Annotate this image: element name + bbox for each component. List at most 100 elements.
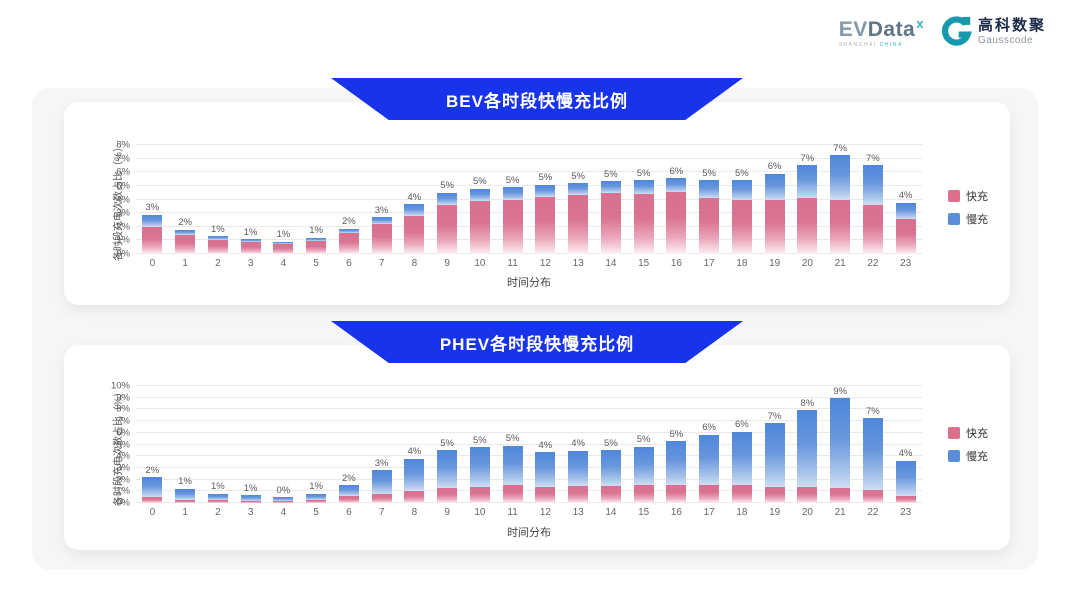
bar-value-label: 3% <box>374 204 389 216</box>
bar-value-label: 7% <box>866 405 880 417</box>
slow-charge-label: 慢充 <box>966 451 988 463</box>
stacked-bar <box>142 477 163 503</box>
bar-group: 5% <box>660 386 693 503</box>
bar-value-label: 5% <box>669 428 684 440</box>
x-ticks: 0 1 2 3 4 5 6 7 8 9 10 11 12 13 14 15 16 17 18 19 20 21 22 23 <box>136 258 922 269</box>
bar-group: 1% <box>202 145 235 254</box>
x-tick-label: 19 <box>769 258 781 269</box>
slow-charge-segment <box>731 180 752 200</box>
fast-charge-segment <box>797 487 818 503</box>
fast-charge-segment <box>568 195 589 254</box>
y-tick-label: 4% <box>116 194 130 205</box>
gridline <box>136 455 922 457</box>
x-tick-label: 10 <box>474 258 486 269</box>
bar-value-label: 1% <box>276 229 291 241</box>
bar-value-label: 6% <box>669 165 684 177</box>
plot: 0% 1% 2% 3% 4% 5% 6% 7% 8% 3% 2% 1% 1% 1% 1% 2% 3% 4% 5% 5… <box>116 140 922 260</box>
fast-charge-segment <box>731 485 752 503</box>
stacked-bar <box>535 452 556 503</box>
fast-charge-segment <box>502 199 523 254</box>
bar-value-label: 7% <box>833 142 847 154</box>
bar-value-label: 2% <box>342 472 356 484</box>
fast-charge-segment <box>502 485 523 503</box>
bar-group: 2% <box>136 386 169 503</box>
stacked-bar <box>273 497 294 503</box>
stacked-bar <box>306 237 327 254</box>
bar-group: 3% <box>365 145 398 254</box>
phev-chart-title: PHEV各时段快慢充比例 <box>439 334 635 354</box>
bar-value-label: 1% <box>309 481 323 493</box>
y-tick-label: 7% <box>116 415 130 427</box>
stacked-bar <box>306 493 327 503</box>
bar-group: 5% <box>496 386 529 503</box>
gridline <box>136 225 922 227</box>
x-ticks: 0 1 2 3 4 5 6 7 8 9 10 11 12 13 14 15 16 17 18 19 20 21 22 23 <box>136 507 922 518</box>
y-tick-label: 5% <box>116 180 130 192</box>
y-tick-label: 9% <box>116 392 130 404</box>
legend-item-slow: 慢充 <box>948 211 988 227</box>
slow-charge-segment <box>371 470 392 494</box>
x-tick-label: 20 <box>801 507 813 518</box>
stacked-bar <box>142 214 163 254</box>
y-tick-label: 3% <box>116 207 130 219</box>
slow-charge-segment <box>600 450 621 487</box>
bars: 2% 1% 1% 1% 0% 1% 2% 3% 4% 5% 5% 5% 4% 4% 5% 5% 5% 6% 6% 7%… <box>136 386 922 503</box>
bars: 3% 2% 1% 1% 1% 1% 2% 3% 4% 5% 5% 5% 5% 5% 5% 5% 6% 5% 5% 6%… <box>136 142 922 254</box>
bar-group: 4% <box>562 386 595 503</box>
x-tick-label: 5 <box>313 507 319 518</box>
x-tick-label: 2 <box>215 258 221 269</box>
bar-value-label: 2% <box>342 216 356 228</box>
evdata-sub-left: SHANGHAI <box>838 41 877 48</box>
gridline <box>136 396 922 398</box>
gridline <box>136 490 922 492</box>
y-tick-label: 2% <box>116 221 130 233</box>
slow-charge-segment <box>633 446 654 485</box>
x-tick-label: 23 <box>900 258 912 269</box>
bar-value-label: 2% <box>145 464 160 476</box>
y-tick-label: 2% <box>116 474 130 486</box>
evdata-wordmark: EVDatax <box>839 17 924 40</box>
slow-charge-segment <box>404 204 425 216</box>
fast-charge-segment <box>895 495 916 503</box>
stacked-bar <box>862 418 883 503</box>
bar-group: 4% <box>398 386 431 503</box>
bar-value-label: 5% <box>505 174 520 186</box>
x-tick-label: 18 <box>736 507 748 518</box>
gausscode-g-icon <box>941 16 972 46</box>
y-tick-label: 0% <box>116 497 130 509</box>
y-tick-label: 3% <box>116 462 130 474</box>
fast-charge-segment <box>535 486 556 503</box>
bar-group: 5% <box>726 145 759 254</box>
x-tick-label: 13 <box>572 507 584 518</box>
fast-charge-segment <box>535 196 556 254</box>
slow-charge-segment <box>371 217 392 225</box>
gridline <box>136 502 922 503</box>
gridline <box>136 385 922 386</box>
bar-group: 5% <box>693 145 726 254</box>
stacked-bar <box>404 204 425 254</box>
bar-value-label: 5% <box>440 180 454 192</box>
bar-group: 5% <box>595 145 628 254</box>
x-tick-label: 11 <box>507 258 518 269</box>
slow-charge-segment <box>699 180 720 199</box>
stacked-bar <box>240 495 261 503</box>
evdata-data-text: Data <box>867 17 916 41</box>
gridline <box>136 171 922 173</box>
stacked-bar <box>371 217 392 254</box>
y-tick-label: 1% <box>116 234 130 246</box>
bar-group: 6% <box>693 386 726 503</box>
fast-charge-label: 快充 <box>966 191 988 203</box>
stacked-bar <box>895 202 916 254</box>
slow-charge-segment <box>175 229 196 235</box>
stacked-bar <box>175 488 196 503</box>
fast-charge-segment <box>830 488 851 503</box>
slow-charge-segment <box>437 450 458 488</box>
x-tick-label: 1 <box>182 258 188 269</box>
fast-charge-segment <box>469 486 490 503</box>
y-tick-label: 6% <box>116 166 130 178</box>
gausscode-logo: 高科数聚 Gausscode <box>940 16 1046 48</box>
x-tick-label: 7 <box>378 507 385 518</box>
bar-group: 5% <box>627 145 660 254</box>
bar-group: 2% <box>169 145 202 254</box>
x-tick-label: 15 <box>638 258 650 269</box>
